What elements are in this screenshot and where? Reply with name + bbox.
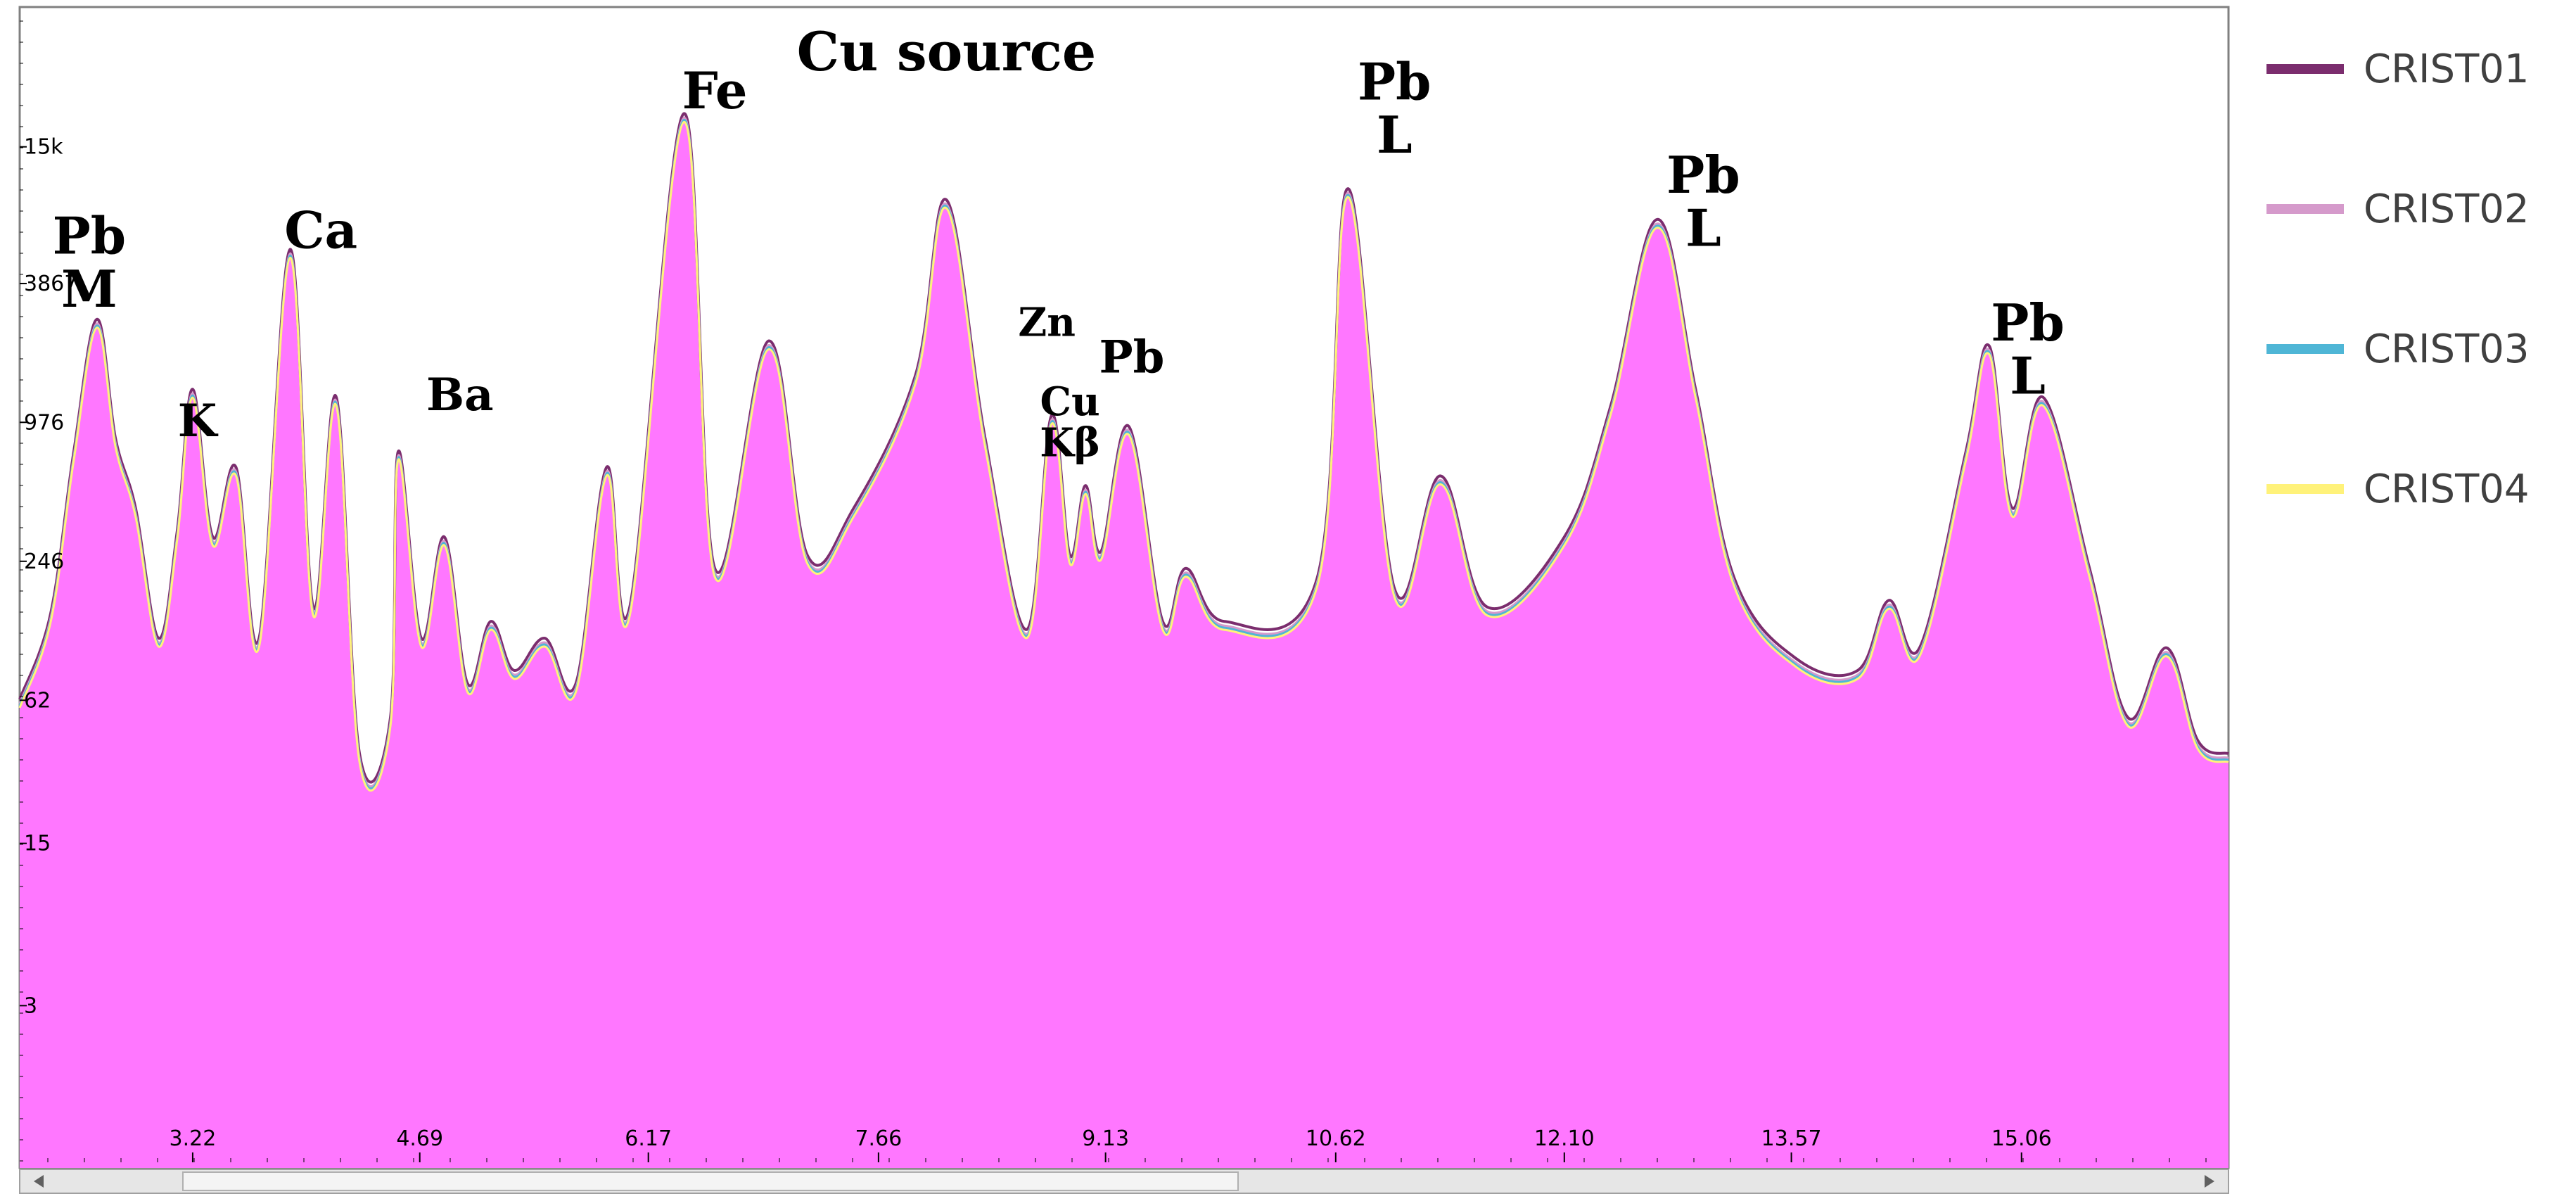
peak-label: M [61, 259, 117, 319]
peak-label: Kβ [1040, 420, 1100, 466]
peak-label: Cu [1040, 379, 1099, 425]
legend-label-crist01: CRIST01 [2364, 46, 2530, 92]
legend-swatch-crist02 [2266, 204, 2344, 214]
peak-label: Pb [1666, 145, 1740, 205]
scroll-right-arrow-icon[interactable] [2205, 1175, 2214, 1188]
x-tick-label: 6.17 [625, 1126, 672, 1151]
legend-swatch-crist03 [2266, 344, 2344, 354]
legend-item-crist01: CRIST01 [2266, 41, 2530, 97]
legend-label-crist02: CRIST02 [2364, 186, 2530, 232]
peak-label: L [1377, 105, 1413, 165]
peak-label: L [1685, 198, 1721, 258]
legend-item-crist04: CRIST04 [2266, 461, 2530, 517]
peak-label: K [178, 395, 219, 447]
y-tick-label: 976 [24, 410, 64, 435]
y-tick-label: 3 [24, 993, 37, 1018]
x-tick-label: 7.66 [855, 1126, 902, 1151]
legend-item-crist02: CRIST02 [2266, 181, 2530, 237]
scrollbar-thumb[interactable] [182, 1171, 1239, 1191]
peak-label: Cu source [797, 20, 1097, 83]
x-tick-label: 15.06 [1991, 1126, 2052, 1151]
peak-label: Pb [53, 206, 126, 266]
x-tick-label: 9.13 [1082, 1126, 1129, 1151]
x-tick-label: 13.57 [1761, 1126, 1822, 1151]
peak-label: Fe [682, 61, 748, 120]
peak-label: L [2010, 345, 2046, 405]
y-tick-label: 15 [24, 832, 51, 856]
peak-label: Pb [1358, 51, 1431, 111]
peak-label: Ba [426, 369, 494, 421]
legend-item-crist03: CRIST03 [2266, 321, 2530, 377]
legend-label-crist03: CRIST03 [2364, 326, 2530, 372]
spectrum-fill-area [20, 117, 2229, 1169]
peak-label: Pb [1991, 293, 2064, 352]
x-tick-label: 3.22 [170, 1126, 217, 1151]
legend: CRIST01 CRIST02 CRIST03 CRIST04 [2244, 0, 2576, 1201]
y-tick-label: 246 [24, 549, 64, 574]
y-tick-label: 15k [24, 135, 63, 160]
spectrum-chart: 15k 3867 976 246 62 15 3 3.22 4.69 6.17 7.66 9.13 10… [18, 6, 2230, 1194]
x-tick-label: 10.62 [1306, 1126, 1366, 1151]
scroll-left-arrow-icon[interactable] [34, 1175, 44, 1188]
legend-label-crist04: CRIST04 [2364, 466, 2530, 512]
peak-label: Zn [1018, 299, 1076, 345]
spectrum-svg: 15k 3867 976 246 62 15 3 3.22 4.69 6.17 7.66 9.13 10… [18, 6, 2230, 1194]
peak-label: Ca [284, 200, 357, 260]
legend-swatch-crist04 [2266, 484, 2344, 494]
y-tick-label: 3867 [24, 272, 77, 296]
peak-label: Pb [1099, 331, 1165, 383]
series-line-crist04 [18, 120, 2229, 792]
y-tick-label: 62 [24, 688, 51, 713]
x-tick-label: 12.10 [1534, 1126, 1595, 1151]
x-tick-label: 4.69 [396, 1126, 443, 1151]
legend-swatch-crist01 [2266, 64, 2344, 74]
